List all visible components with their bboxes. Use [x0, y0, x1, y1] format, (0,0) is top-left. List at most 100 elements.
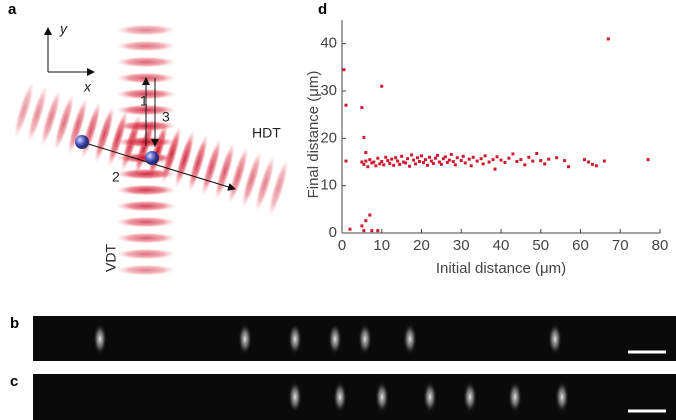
point: [370, 229, 374, 233]
point: [531, 159, 535, 163]
point: [368, 213, 372, 217]
trap-fringe: [161, 126, 182, 184]
point: [567, 165, 571, 169]
point: [344, 159, 348, 163]
point: [519, 158, 523, 162]
image-strip: [33, 374, 676, 420]
trap-fringe: [241, 150, 262, 209]
point: [376, 156, 380, 160]
point: [515, 160, 519, 164]
atom-spot: [333, 381, 347, 413]
y-tick-label: 0: [329, 224, 337, 241]
x-tick-label: 10: [373, 237, 390, 254]
point: [507, 156, 511, 160]
point: [380, 84, 384, 88]
x-tick-label: 70: [612, 237, 629, 254]
atom-spot: [403, 323, 417, 355]
point: [380, 160, 384, 164]
scatter-chart: 0 10 20 30 40 0 10 20 30 40 50 60 70 80 Initial distan…: [305, 20, 668, 277]
point: [362, 229, 366, 233]
atom-spot: [423, 381, 437, 413]
y-tick-label: 10: [320, 177, 337, 194]
trap-fringe: [201, 138, 222, 196]
point: [423, 158, 427, 162]
trap-fringe: [174, 130, 195, 188]
point: [406, 157, 410, 161]
x-tick-label: 80: [652, 237, 669, 254]
point: [475, 159, 479, 163]
point: [404, 161, 408, 165]
point: [586, 160, 590, 164]
x-tick-label: 60: [572, 237, 589, 254]
point: [543, 162, 547, 166]
point: [459, 159, 463, 163]
panel-label: d: [318, 1, 327, 18]
trap-fringe: [54, 93, 75, 151]
trap-fringe: [214, 142, 235, 201]
trap-fringe: [116, 264, 176, 276]
panel-label: c: [10, 373, 18, 390]
point: [590, 162, 594, 166]
point: [360, 160, 364, 164]
y-tick-label: 20: [320, 129, 337, 146]
point: [539, 159, 543, 163]
x-axis-label: Initial distance (μm): [436, 260, 566, 277]
point: [602, 159, 606, 163]
point: [547, 157, 551, 161]
point: [493, 167, 497, 171]
x-tick-label: 30: [453, 237, 470, 254]
point: [563, 159, 567, 163]
trap-fringe: [27, 85, 48, 143]
x-tick-label: 0: [338, 237, 346, 254]
atom-spot: [375, 381, 389, 413]
point: [398, 162, 402, 166]
x-tick-label: 40: [493, 237, 510, 254]
point: [427, 155, 431, 159]
point: [481, 162, 485, 166]
x-tick-label: 50: [532, 237, 549, 254]
trap-fringe: [116, 248, 176, 260]
y-tick-label: 30: [320, 82, 337, 99]
arrow-label: 1: [140, 93, 148, 109]
point: [487, 160, 491, 164]
point: [503, 160, 507, 164]
point: [412, 158, 416, 162]
point: [429, 159, 433, 163]
y-axis-label: Final distance (μm): [305, 71, 322, 199]
point: [348, 227, 352, 231]
point: [366, 165, 370, 169]
atom-spot: [358, 323, 372, 355]
trap-fringe: [116, 24, 176, 36]
trap-fringe: [254, 154, 275, 213]
point: [418, 160, 422, 164]
trap-fringe: [40, 89, 61, 147]
point: [374, 164, 378, 168]
atom-spot: [238, 323, 252, 355]
point: [582, 158, 586, 162]
arrow-label: 3: [162, 109, 170, 125]
trap-label: VDT: [103, 244, 119, 272]
point: [386, 159, 390, 163]
point: [527, 155, 531, 159]
atom-spot: [93, 323, 107, 355]
trap-fringe: [116, 216, 176, 228]
trap-fringe: [116, 168, 176, 180]
point: [408, 164, 412, 168]
atom: [145, 151, 159, 165]
horizontal-trap: [13, 81, 289, 217]
point: [400, 154, 404, 158]
point: [469, 164, 473, 168]
point: [646, 158, 650, 162]
point: [463, 161, 467, 165]
atom-images: [93, 323, 569, 413]
trap-fringe: [94, 105, 115, 164]
point: [535, 151, 539, 155]
point: [511, 152, 515, 156]
point: [445, 160, 449, 164]
point: [364, 151, 368, 155]
point: [483, 154, 487, 158]
point: [388, 161, 392, 165]
point: [449, 152, 453, 156]
point: [439, 162, 443, 166]
